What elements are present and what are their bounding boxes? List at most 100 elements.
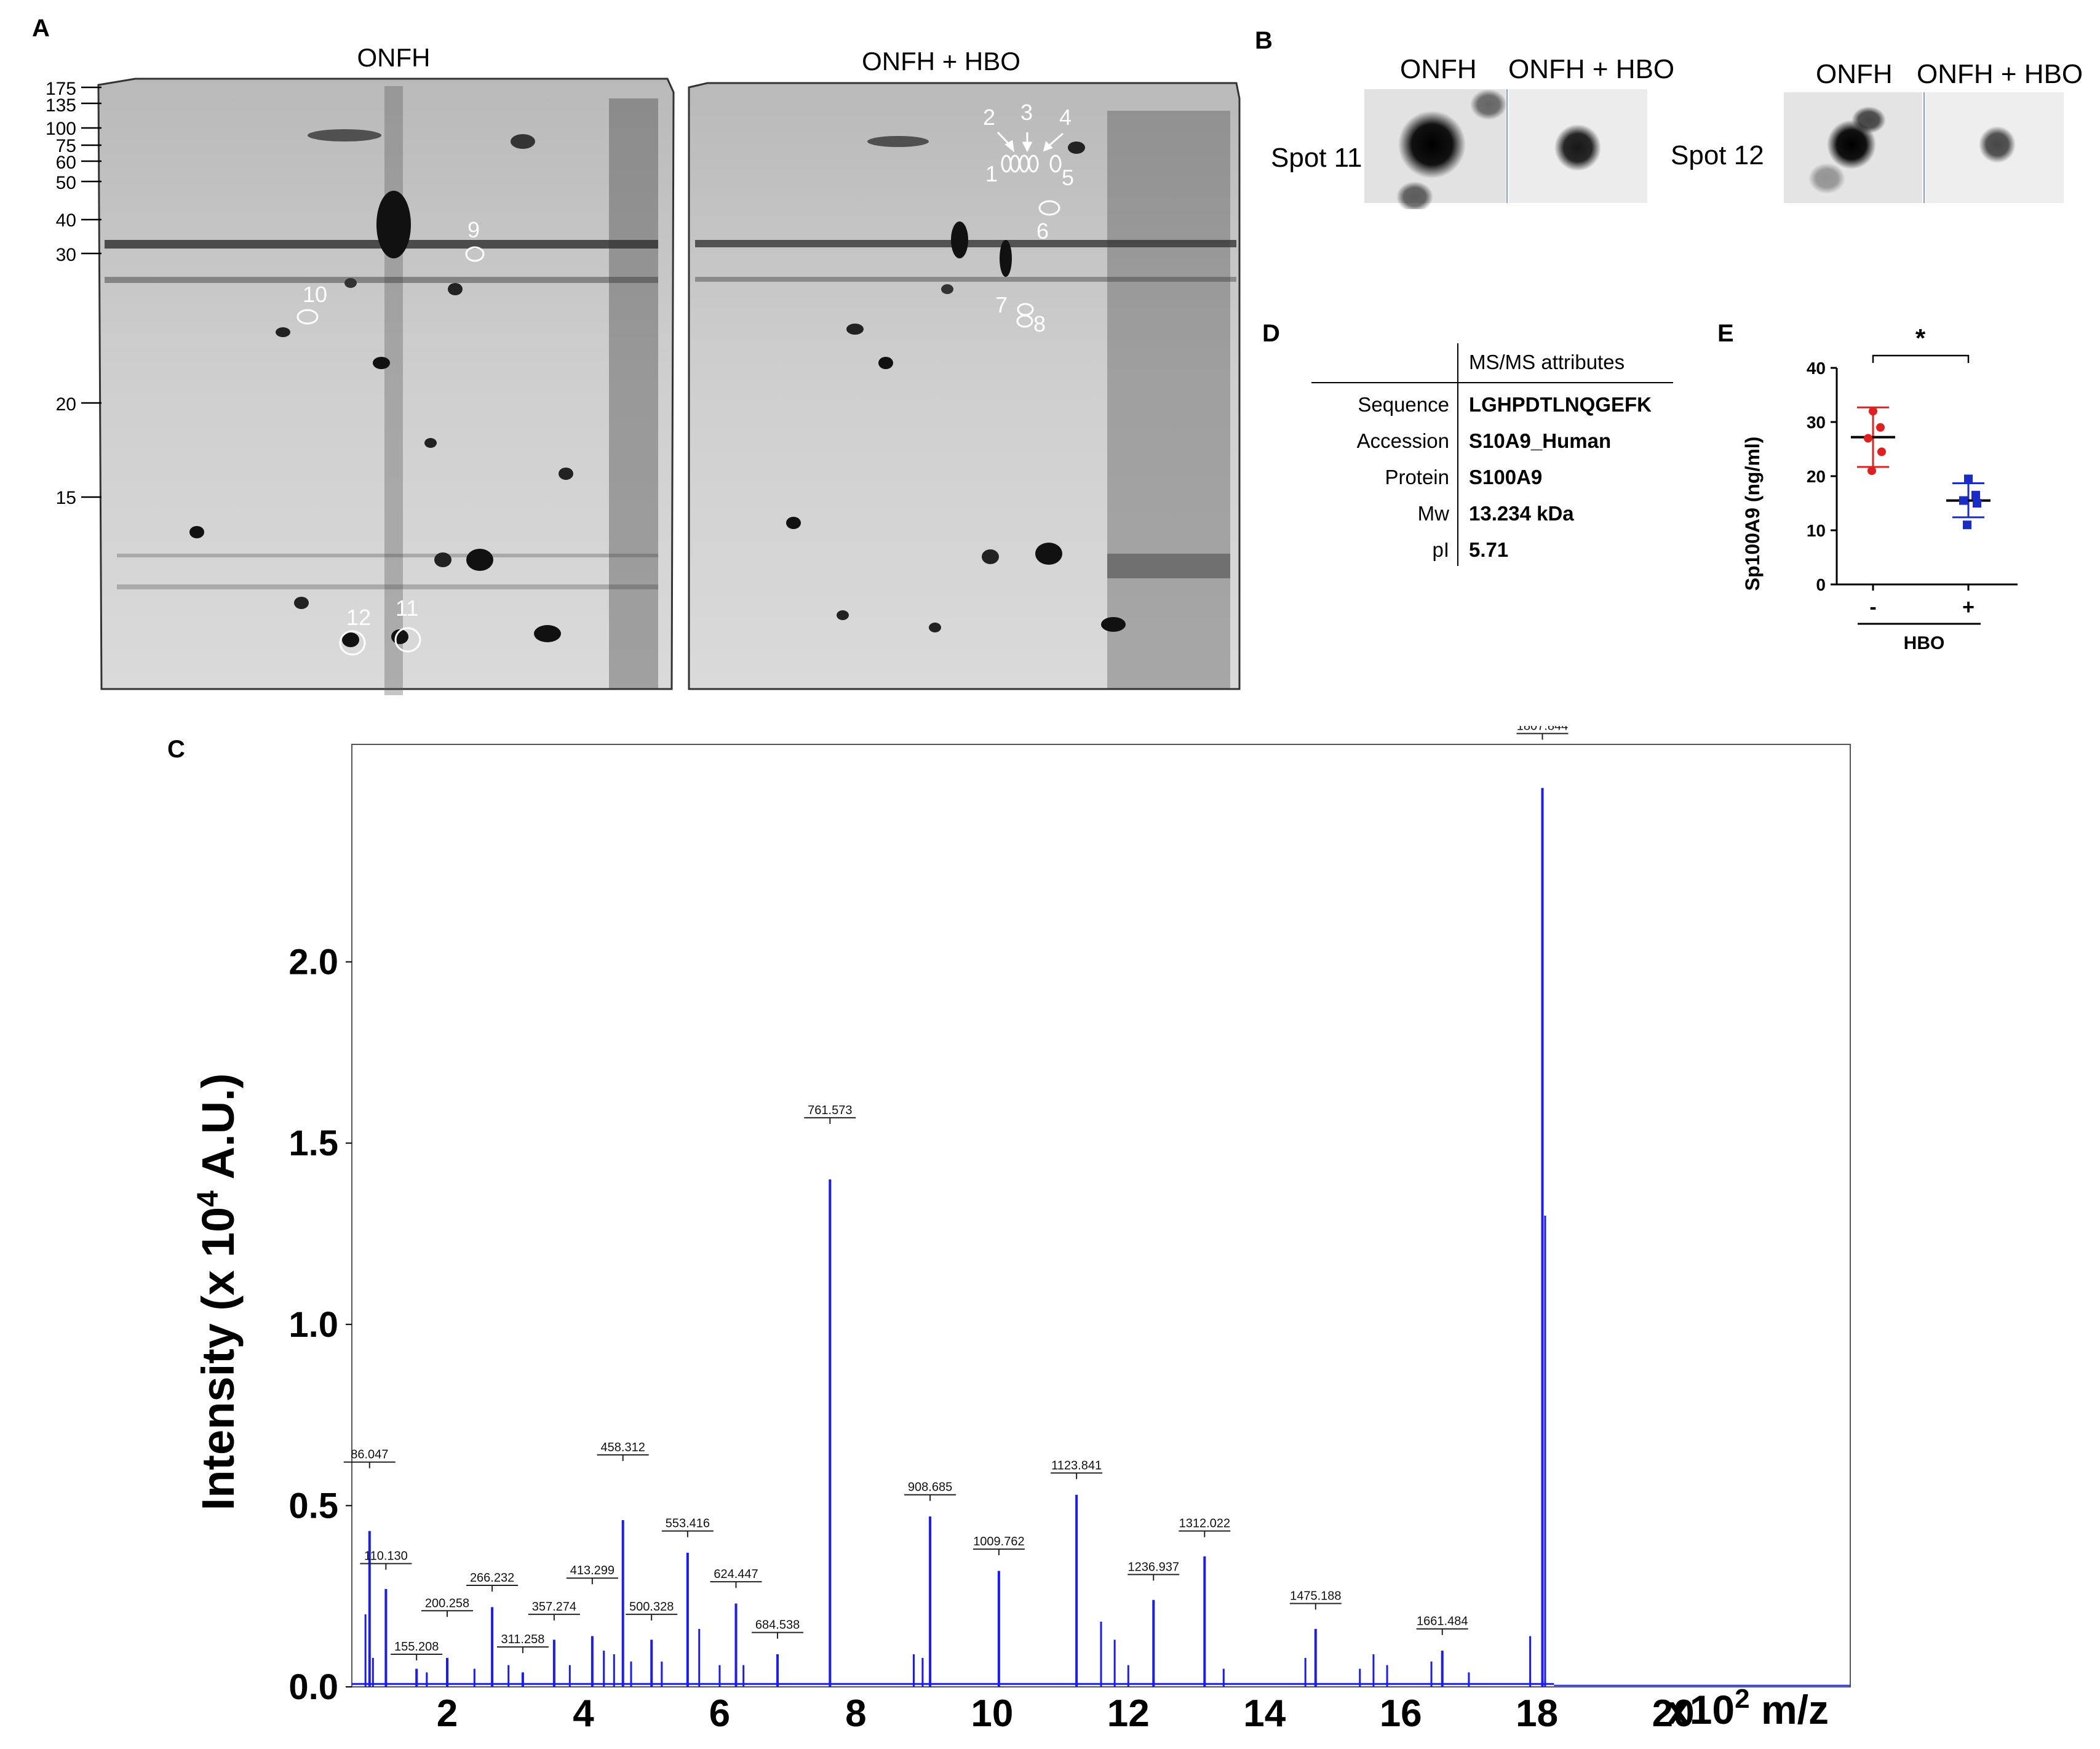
c-y-axis-label: Intensity (x 104 A.U.): [192, 1074, 244, 1511]
c-peak-label: 684.538: [755, 1619, 800, 1632]
spot-label-10: 10: [303, 282, 328, 307]
c-x-tick-label: 18: [1516, 1692, 1558, 1735]
panel-letter-e: E: [1717, 320, 1734, 347]
c-y-tick-label: 2.0: [288, 942, 338, 982]
panel-a-gels: [81, 78, 1241, 695]
mw-100: 100: [45, 119, 76, 139]
table-key-sequence: Sequence: [1358, 393, 1449, 416]
e-significance-bracket: [1872, 354, 1970, 363]
c-x-axis-label: x102 m/z: [1667, 1684, 1829, 1732]
c-peak-label: 200.258: [425, 1596, 469, 1610]
c-x-tick-label: 8: [845, 1692, 866, 1735]
mw-15: 15: [55, 488, 76, 508]
table-val-sequence: LGHPDTLNQGEFK: [1469, 393, 1652, 416]
c-peak-label: 110.130: [364, 1550, 408, 1563]
c-peak-label: 553.416: [666, 1517, 710, 1531]
c-peak-label: 500.328: [629, 1600, 674, 1614]
e-significance-star: *: [1915, 324, 1926, 353]
table-val-mw: 13.234 kDa: [1469, 502, 1574, 525]
c-peak-label: 1123.841: [1051, 1459, 1102, 1472]
gel-right-title: ONFH + HBO: [862, 47, 1020, 76]
spot-label-9: 9: [467, 217, 480, 242]
c-x-tick-label: 10: [971, 1692, 1013, 1735]
panel-letter-c: C: [167, 736, 185, 763]
mw-50: 50: [55, 173, 76, 193]
b-header-onfh-2: ONFH: [1816, 59, 1893, 89]
spot-label-1: 1: [985, 161, 998, 186]
e-x-axis-label: HBO: [1904, 633, 1945, 652]
panel-e-scatter-chart: Sp100A9 (ng/ml) HBO 0 10 20 30 40 - + *: [1741, 324, 2018, 652]
c-peak-label: 908.685: [908, 1481, 952, 1494]
spot-label-11: 11: [396, 596, 419, 621]
c-y-tick-label: 1.0: [288, 1305, 338, 1345]
e-point: [1867, 466, 1876, 476]
c-peak-label: 458.312: [601, 1441, 645, 1454]
c-peak-label: 1312.022: [1179, 1517, 1230, 1531]
e-point: [1963, 520, 1971, 530]
table-key-accession: Accession: [1357, 429, 1449, 452]
c-peak-label: 1807.844: [1517, 726, 1568, 733]
table-key-protein: Protein: [1385, 466, 1449, 488]
c-x-tick-label: 14: [1243, 1692, 1286, 1735]
spot-label-6: 6: [1036, 218, 1049, 244]
panel-letter-d: D: [1262, 320, 1280, 347]
mw-175: 175: [45, 79, 76, 99]
table-key-mw: Mw: [1418, 502, 1449, 525]
spot-label-12: 12: [346, 605, 372, 630]
e-y-tick-label: 0: [1816, 575, 1826, 594]
table-val-accession: S10A9_Human: [1469, 429, 1611, 452]
spot-label-3: 3: [1020, 100, 1033, 125]
panel-c-spectrum-chart: Intensity (x 104 A.U.) x102 m/z 0.0 0.5 1.…: [192, 726, 1851, 1735]
e-point: [1959, 496, 1968, 505]
spot-label-8: 8: [1033, 311, 1046, 337]
e-x-tick-label: -: [1869, 596, 1876, 619]
e-point: [1876, 423, 1885, 432]
mw-40: 40: [55, 210, 76, 231]
table-header: MS/MS attributes: [1469, 351, 1625, 373]
c-peak-label: 311.258: [501, 1633, 545, 1646]
b-header-onfh-1: ONFH: [1400, 54, 1477, 84]
c-peak-label: 413.299: [570, 1564, 614, 1577]
e-point: [1869, 407, 1877, 416]
c-peak-label: 155.208: [394, 1640, 439, 1654]
c-peak-label: 86.047: [351, 1448, 388, 1462]
c-peak-label: 266.232: [470, 1571, 514, 1585]
e-point: [1964, 474, 1973, 484]
mw-135: 135: [45, 95, 76, 116]
c-x-tick-label: 12: [1107, 1692, 1150, 1735]
gel-left-title: ONFH: [357, 43, 431, 72]
c-x-tick-label: 20: [1652, 1692, 1695, 1735]
c-x-tick-label: 6: [709, 1692, 730, 1735]
panel-letter-b: B: [1255, 27, 1273, 54]
c-y-tick-label: 0.5: [288, 1486, 338, 1526]
c-y-tick-label: 0.0: [288, 1667, 338, 1707]
spot-label-7: 7: [995, 292, 1008, 317]
e-y-tick-label: 40: [1807, 359, 1826, 378]
e-point: [1864, 434, 1872, 443]
ms-attributes-table: MS/MS attributes Sequence LGHPDTLNQGEFK …: [1311, 343, 1673, 566]
panel-letter-a: A: [32, 15, 50, 42]
c-peak-label: 357.274: [532, 1600, 576, 1614]
e-point: [1877, 447, 1886, 456]
panel-b-spots: [1364, 89, 2064, 209]
spot-label-5: 5: [1062, 165, 1075, 190]
mw-20: 20: [55, 394, 76, 415]
c-plot-frame: [351, 744, 1851, 1687]
c-x-tick-label: 16: [1380, 1692, 1422, 1735]
c-peak-label: 624.447: [714, 1568, 758, 1581]
c-peak-label: 761.573: [808, 1104, 852, 1117]
gel-left: [97, 78, 675, 690]
e-y-tick-label: 10: [1807, 521, 1826, 540]
b-spot-12-label: Spot 12: [1671, 140, 1764, 170]
table-val-protein: S100A9: [1469, 466, 1542, 488]
e-y-axis-label: Sp100A9 (ng/ml): [1741, 437, 1764, 591]
c-y-tick-label: 1.5: [288, 1123, 338, 1163]
c-peak-label: 1009.762: [973, 1535, 1024, 1548]
e-y-tick-label: 20: [1807, 467, 1826, 486]
gel-right: [688, 82, 1241, 690]
mw-60: 60: [55, 153, 76, 173]
e-x-tick-label: +: [1962, 596, 1975, 619]
c-peak-label: 1475.188: [1290, 1589, 1341, 1603]
spot-label-4: 4: [1059, 105, 1072, 130]
c-peak-label: 1661.484: [1417, 1615, 1468, 1628]
